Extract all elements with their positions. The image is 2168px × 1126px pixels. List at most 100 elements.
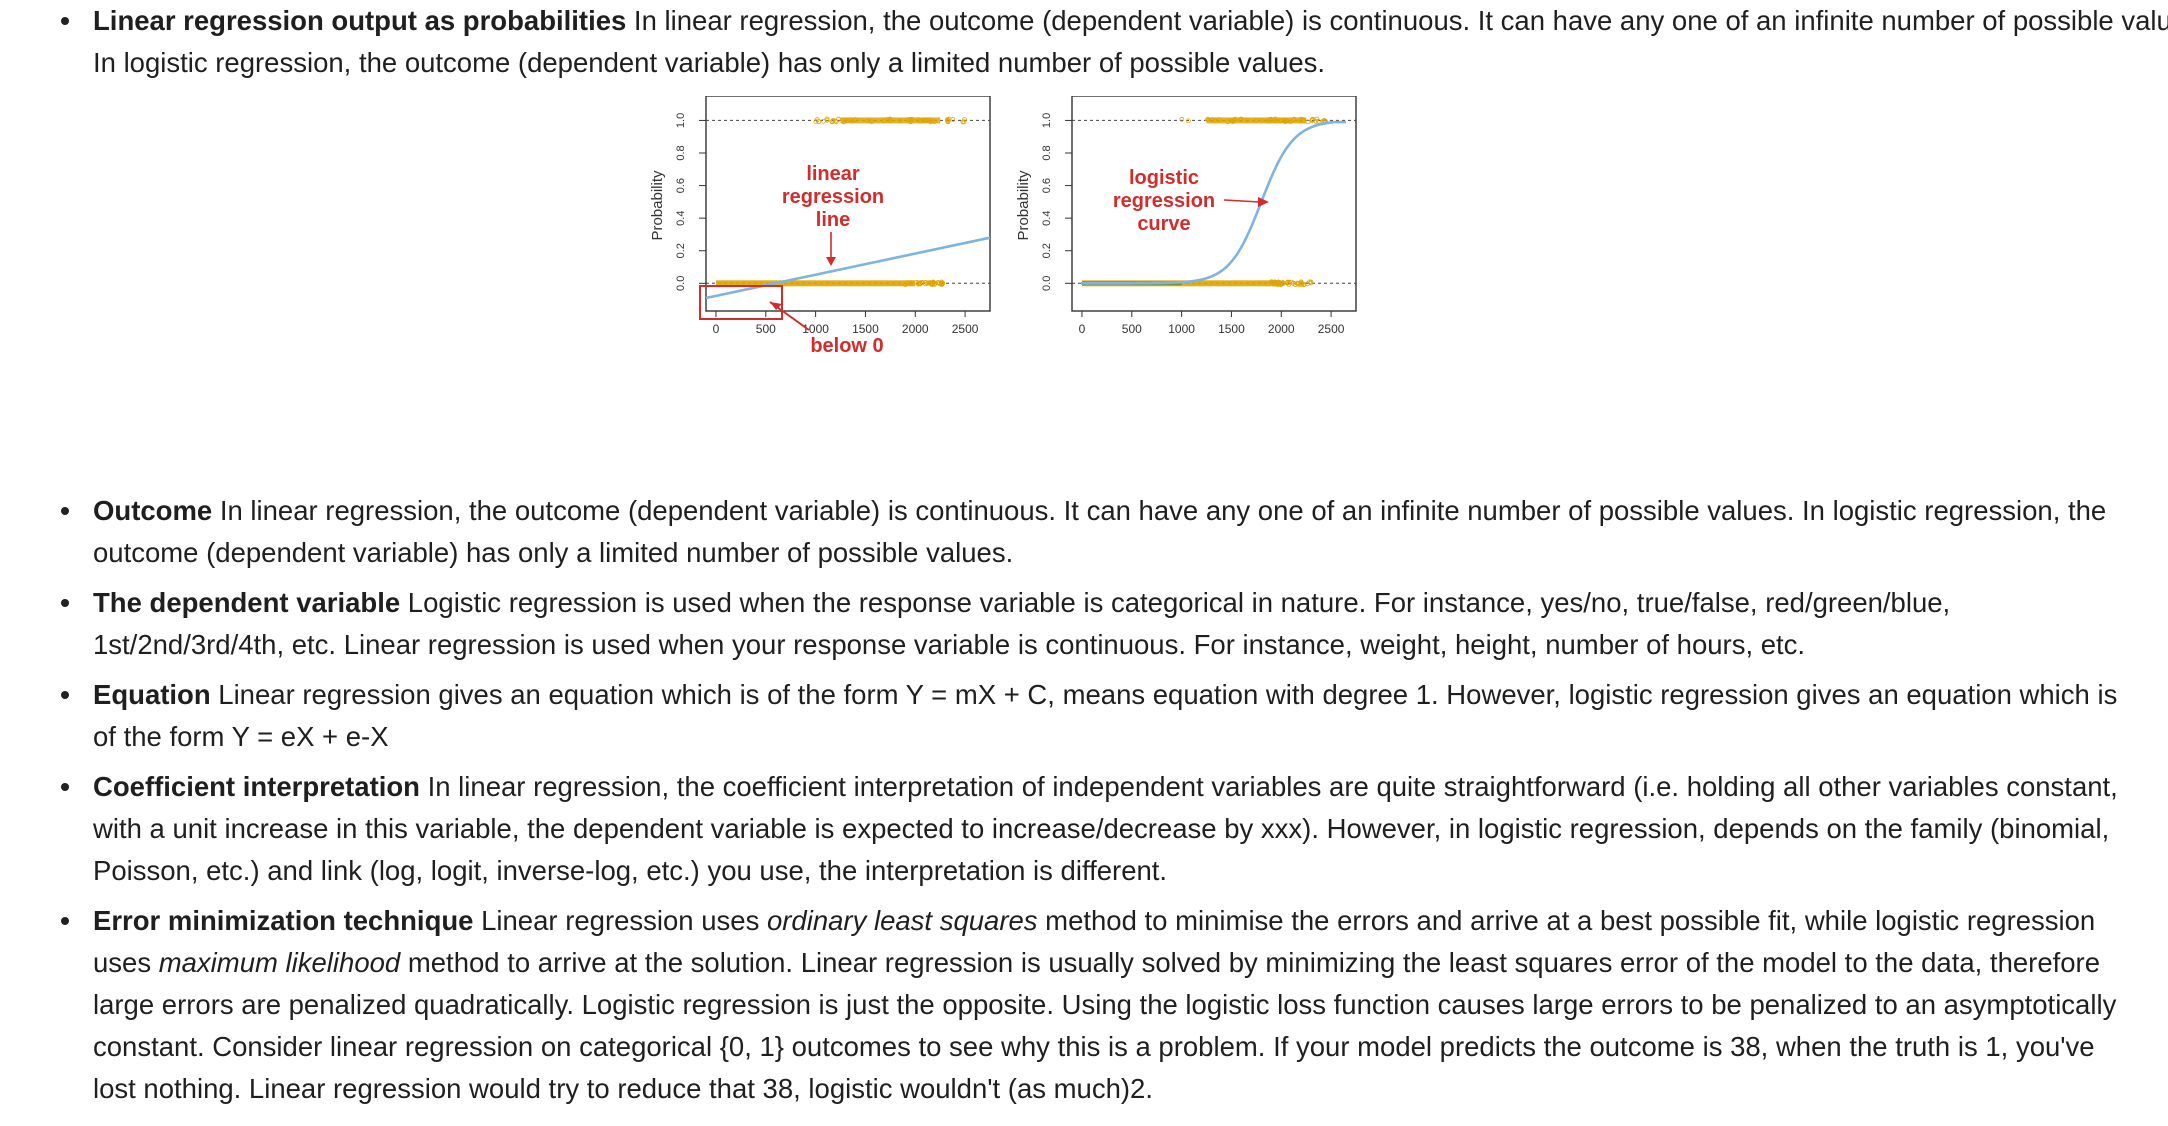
outcome-0-point (1297, 282, 1303, 287)
bullet-emphasis: maximum likelihood (158, 947, 401, 978)
outcome-1-point (887, 116, 893, 122)
bullet-heading: Coefficient interpretation (93, 771, 420, 802)
outcome-0-point (1274, 282, 1280, 287)
y-tick-label: 0.6 (675, 178, 687, 193)
below-zero-arrowhead (770, 302, 782, 310)
outcome-1-point (842, 117, 848, 123)
outcome-0-point (940, 280, 946, 286)
outcome-1-point (821, 118, 826, 124)
regression-charts: 0.0 0.2 0.4 0.6 0.8 1.0 Probability 0 500 1000 150… (649, 95, 1357, 357)
outcome-0-point (1291, 280, 1296, 286)
x-tick-label: 0 (713, 322, 720, 336)
outcome-0-point (937, 281, 943, 287)
y-tick-label: 0.2 (675, 243, 687, 258)
x-tick-label: 500 (1122, 322, 1142, 336)
outcome-0-point (1308, 279, 1314, 285)
outcome-1-point (829, 119, 835, 125)
y-axis-label: Probability (1015, 170, 1032, 241)
bullet-linear-output: Linear regression output as probabilitie… (0, 0, 2168, 84)
outcome-1-point (909, 116, 915, 122)
outcome-1-point (869, 119, 874, 125)
bullet-dependent-variable: The dependent variable Logistic regressi… (0, 582, 2168, 666)
outcome-0-point (1286, 281, 1292, 287)
annotation-label: regression (1113, 190, 1215, 212)
outcome-0-point (1285, 279, 1291, 285)
outcome-1-point (848, 117, 854, 123)
outcome-1-point (897, 118, 903, 124)
outcome-1-point (945, 118, 951, 124)
y-axis-label: Probability (649, 170, 666, 241)
annotation-arrowhead (1258, 197, 1269, 207)
annotation-arrowhead (826, 257, 836, 266)
below-zero-box (699, 285, 783, 320)
outcome-1-points (1206, 117, 1307, 124)
bullet-text: In linear regression, the outcome (depen… (93, 5, 2168, 78)
bullet-heading: Outcome (93, 495, 213, 526)
x-tick-label: 2000 (1268, 322, 1295, 336)
bullet-coefficient: Coefficient interpretation In linear reg… (0, 766, 2168, 892)
outcome-1-point (928, 119, 934, 125)
bullet-text: In linear regression, the coefficient in… (93, 771, 2118, 886)
outcome-1-point (1228, 118, 1234, 124)
outcome-1-point (885, 117, 891, 122)
outcome-0-point (928, 280, 933, 286)
outcome-1-point (1238, 116, 1244, 122)
y-tick-label: 1.0 (675, 113, 687, 128)
outcome-1-point (1291, 116, 1297, 122)
outcome-1-point (1259, 117, 1265, 123)
y-tick-label: 0.4 (675, 211, 687, 226)
outcome-0-points (715, 280, 916, 287)
outcome-0-point (923, 281, 928, 287)
y-tick-label: 0.0 (675, 276, 687, 291)
outcome-1-point (816, 119, 822, 125)
y-tick-label: 0.2 (1041, 243, 1053, 258)
outcome-1-point (907, 116, 913, 122)
x-tick-label: 1500 (852, 322, 879, 336)
bullet-text: In linear regression, the outcome (depen… (93, 495, 2107, 568)
bullet-heading: The dependent variable (93, 587, 401, 618)
outcome-1-point (1282, 117, 1288, 123)
bullet-text: Linear regression uses (473, 905, 767, 936)
y-tick-label: 0.8 (1041, 145, 1053, 160)
annotation-arrow (1223, 199, 1261, 203)
outcome-1-point (1309, 117, 1315, 123)
outcome-0-point (905, 280, 911, 286)
regression-line (705, 236, 991, 300)
x-tick-label: 2500 (952, 322, 979, 336)
bullet-outcome: Outcome In linear regression, the outcom… (0, 490, 2168, 574)
x-tick-label: 1000 (802, 322, 829, 336)
annotation-label: logistic (1129, 167, 1199, 189)
x-tick-label: 2000 (902, 322, 929, 336)
outcome-1-point (865, 118, 871, 124)
outcome-1-point (1185, 118, 1191, 124)
outcome-1-point (1300, 117, 1306, 123)
outcome-1-point (813, 119, 819, 125)
bullet-text: method to arrive at the solution. Linear… (93, 947, 2117, 1104)
bullet-emphasis: ordinary least squares (766, 905, 1038, 936)
y-tick-label: 1.0 (1041, 113, 1053, 128)
y-tick-label: 0.0 (1041, 276, 1053, 291)
bullet-text: Logistic regression is used when the res… (93, 587, 1951, 660)
outcome-1-point (887, 118, 893, 124)
y-tick-label: 0.8 (675, 145, 687, 160)
plot-frame (1071, 95, 1357, 312)
regression-figure: 0.0 0.2 0.4 0.6 0.8 1.0 Probability 0 500 1000 150… (620, 95, 1600, 476)
x-tick-label: 500 (756, 322, 776, 336)
outcome-1-point (921, 117, 927, 123)
bullet-text: Linear regression gives an equation whic… (93, 679, 2118, 752)
outcome-1-point (1271, 118, 1277, 124)
below-zero-label: below 0 (810, 335, 883, 357)
annotation-label: regression (782, 186, 884, 208)
bullet-heading: Equation (93, 679, 211, 710)
outcome-0-point (1278, 282, 1284, 287)
outcome-1-point (1205, 116, 1211, 122)
outcome-1-point (1313, 118, 1319, 124)
y-tick-label: 0.4 (1041, 211, 1053, 226)
annotation-label: line (816, 209, 850, 231)
outcome-1-points (840, 117, 941, 124)
plot-frame (705, 95, 991, 312)
outcome-1-point (932, 119, 937, 124)
outcome-0-point (1275, 279, 1281, 285)
outcome-1-point (1179, 116, 1185, 122)
outcome-1-point (832, 118, 838, 124)
